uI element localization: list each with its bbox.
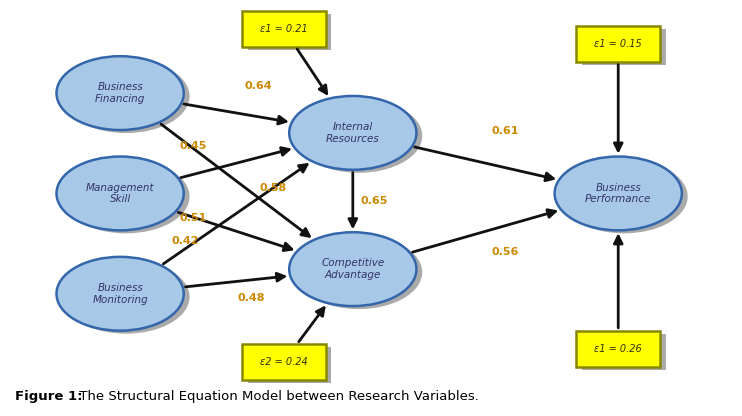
Text: The Structural Equation Model between Research Variables.: The Structural Equation Model between Re… (75, 390, 479, 403)
Ellipse shape (62, 260, 189, 334)
Bar (242, 344, 326, 380)
Text: Competitive
Advantage: Competitive Advantage (321, 258, 384, 280)
Ellipse shape (289, 232, 416, 306)
Text: ε1 = 0.26: ε1 = 0.26 (594, 344, 642, 354)
Bar (577, 331, 660, 366)
Text: ε2 = 0.24: ε2 = 0.24 (260, 357, 308, 367)
Ellipse shape (295, 235, 422, 309)
Text: ε1 = 0.21: ε1 = 0.21 (260, 24, 308, 34)
Ellipse shape (554, 156, 682, 230)
Bar (582, 334, 666, 370)
Text: Business
Performance: Business Performance (585, 183, 651, 204)
Text: Business
Financing: Business Financing (95, 82, 145, 104)
Ellipse shape (289, 96, 416, 170)
Text: 0.51: 0.51 (180, 213, 206, 223)
Ellipse shape (56, 56, 184, 130)
Ellipse shape (62, 59, 189, 133)
Ellipse shape (62, 160, 189, 233)
Text: Figure 1:: Figure 1: (15, 390, 82, 403)
Text: 0.56: 0.56 (492, 247, 519, 257)
Text: 0.48: 0.48 (237, 292, 265, 302)
Text: Internal
Resources: Internal Resources (326, 122, 380, 144)
Text: ε1 = 0.15: ε1 = 0.15 (594, 39, 642, 49)
Text: 0.42: 0.42 (172, 236, 200, 246)
Bar (248, 14, 332, 50)
Ellipse shape (56, 257, 184, 331)
Text: 0.64: 0.64 (244, 81, 272, 91)
Bar (577, 26, 660, 62)
Text: 0.45: 0.45 (179, 141, 206, 151)
Text: 0.65: 0.65 (361, 196, 388, 206)
Ellipse shape (295, 99, 422, 173)
Text: Business
Monitoring: Business Monitoring (92, 283, 148, 305)
Ellipse shape (56, 156, 184, 230)
Bar (582, 29, 666, 65)
Bar (248, 347, 332, 383)
Ellipse shape (560, 160, 688, 233)
Text: 0.58: 0.58 (259, 183, 286, 193)
Text: Management
Skill: Management Skill (86, 183, 154, 204)
Bar (242, 11, 326, 47)
Text: 0.61: 0.61 (492, 126, 519, 136)
